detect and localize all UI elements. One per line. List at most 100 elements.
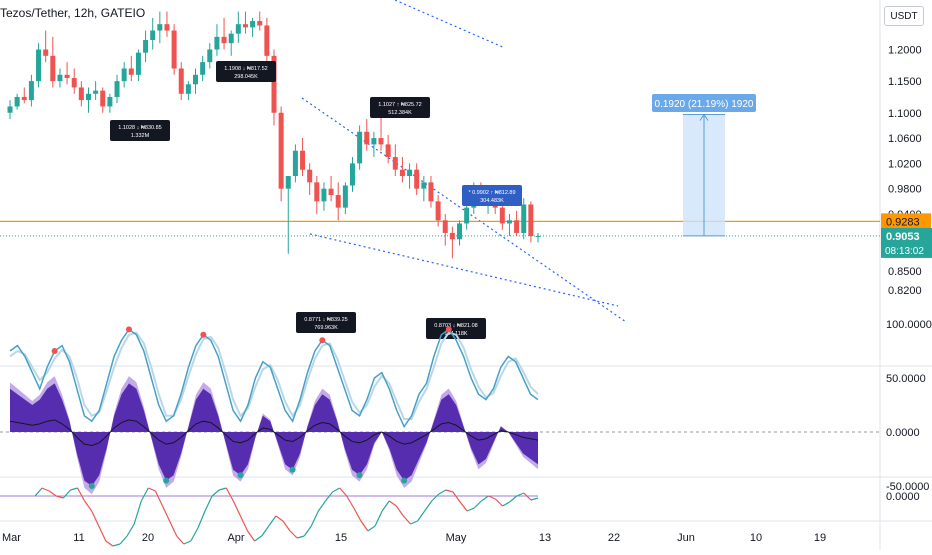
rsi-segment: [225, 487, 234, 502]
rsi-segment: [148, 487, 156, 492]
candle-body: [36, 49, 42, 82]
candle-body: [214, 36, 220, 50]
rsi-segment: [76, 487, 86, 502]
rsi-segment: [452, 491, 461, 503]
time-axis-label: Jun: [677, 532, 695, 544]
candle-body: [128, 68, 134, 75]
candle-body: [64, 74, 70, 78]
sell-signal-dot: [125, 326, 132, 333]
candle-body: [257, 21, 263, 26]
rsi-segment: [197, 510, 206, 529]
rsi-segment: [502, 501, 510, 507]
price-tick-label: 0.8500: [888, 266, 922, 278]
rsi-segment: [417, 510, 426, 522]
candle-body: [43, 49, 49, 56]
price-annotation-box: [216, 61, 276, 82]
rsi-segment: [119, 535, 128, 545]
rsi-segment: [431, 493, 440, 502]
rsi-segment: [388, 500, 397, 507]
rsi-segment: [34, 487, 43, 497]
candle-body: [300, 150, 306, 170]
candle-body: [107, 96, 113, 107]
time-axis-label: 11: [73, 532, 84, 544]
rsi-segment: [495, 498, 503, 507]
price-tick-label: 1.0200: [888, 158, 922, 170]
time-axis-label: Apr: [227, 532, 244, 544]
trend-line-upper: [301, 97, 627, 323]
rsi-segment: [176, 535, 185, 545]
candle-body: [85, 93, 91, 101]
currency-selector[interactable]: USDT: [884, 6, 924, 26]
rsi-segment: [126, 523, 135, 537]
rsi-segment: [204, 495, 213, 512]
buy-signal-dot: [88, 483, 95, 489]
sell-signal-dot: [51, 348, 58, 354]
buy-signal-dot: [401, 477, 408, 484]
momentum-area: [10, 383, 538, 486]
candle-body: [178, 68, 184, 94]
rsi-segment: [516, 492, 525, 497]
rsi-segment: [360, 520, 369, 532]
current-price-label: 0.9053: [886, 231, 920, 243]
candle-body: [228, 33, 234, 44]
candle-body: [235, 24, 241, 34]
price-annotation-volume: 304.483K: [480, 198, 504, 204]
candle-body: [506, 220, 512, 224]
candle-body: [457, 223, 463, 240]
sell-signal-dot: [319, 337, 326, 344]
candle-body: [200, 62, 206, 75]
time-axis-label: 20: [142, 532, 154, 544]
rsi-segment: [438, 489, 447, 495]
candle-body: [364, 131, 370, 145]
rsi-segment: [473, 500, 482, 509]
candle-body: [392, 157, 398, 170]
time-axis-label: 15: [335, 532, 347, 544]
rsi-segment: [530, 497, 539, 501]
price-annotation-box: [370, 97, 430, 118]
candle-body: [57, 74, 63, 82]
candle-body: [121, 68, 127, 82]
rsi-segment: [317, 500, 326, 512]
price-annotation-volume: 1.332M: [131, 133, 150, 139]
candle-body: [93, 90, 99, 94]
rsi-segment: [282, 520, 291, 532]
price-annotation-text: 1.1027 ↑ ₦825.72: [378, 102, 421, 108]
rsi-segment: [346, 495, 355, 509]
candle-body: [164, 24, 170, 31]
time-axis-label: May: [446, 532, 467, 544]
candle-body: [399, 169, 405, 177]
price-tick-label: 0.9800: [888, 184, 922, 196]
rsi-segment: [381, 500, 390, 512]
rsi-segment: [480, 495, 489, 502]
rsi-segment: [459, 501, 468, 512]
rsi-segment: [268, 515, 277, 527]
buy-signal-dot: [356, 472, 363, 479]
osc-tick-label: 0.0000: [886, 427, 920, 439]
buy-signal-dot: [237, 472, 244, 479]
sell-signal-dot: [445, 326, 452, 333]
rsi-segment: [70, 487, 78, 491]
candle-body: [278, 112, 284, 189]
buy-signal-dot: [163, 477, 170, 484]
rsi-segment: [98, 525, 107, 542]
rsi-segment: [232, 500, 241, 517]
rsi-segment: [105, 540, 114, 547]
rsi-segment: [332, 487, 340, 493]
candle-body: [328, 188, 334, 195]
price-tick-label: 1.1000: [888, 108, 922, 120]
price-tick-label: 1.2000: [888, 45, 922, 57]
candle-body: [14, 96, 20, 107]
price-annotation-volume: 769.963K: [314, 325, 338, 331]
buy-signal-dot: [289, 466, 296, 473]
rsi-segment: [339, 487, 348, 497]
rsi-segment: [112, 543, 121, 547]
rsi-segment: [154, 490, 164, 507]
candle-body: [521, 204, 527, 233]
price-annotation-text: 1.1028 ↓ ₦830.85: [118, 125, 161, 131]
candle-body: [21, 96, 27, 101]
rsi-segment: [211, 489, 220, 497]
candle-body: [7, 106, 13, 113]
price-annotation-text: 0.8771 ↓ ₦839.25: [304, 317, 347, 323]
resistance-price-label: 0.9283: [886, 216, 920, 228]
